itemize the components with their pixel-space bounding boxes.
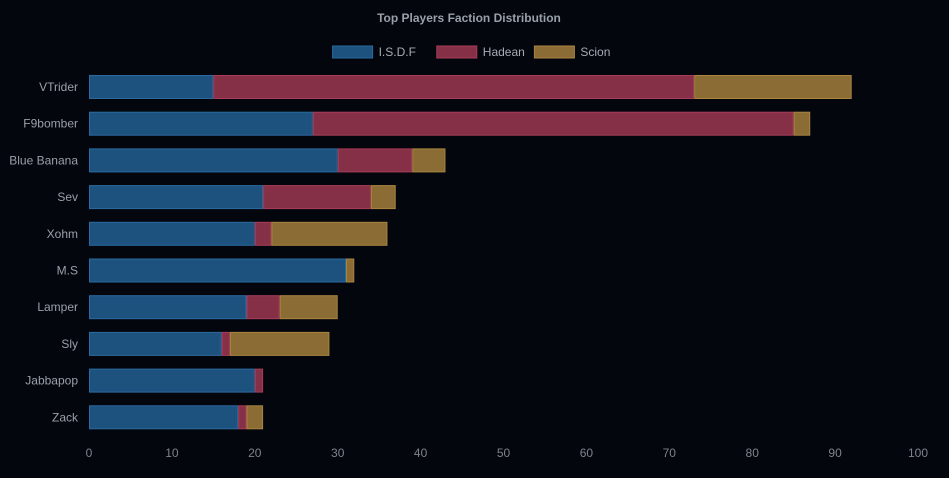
bar-m-s-scion[interactable] bbox=[345, 258, 355, 283]
category-label-zack: Zack bbox=[52, 410, 79, 424]
legend-label-i-s-d-f: I.S.D.F bbox=[379, 45, 416, 59]
category-label-vtrider: VTrider bbox=[39, 80, 78, 94]
category-label-jabbapop: Jabbapop bbox=[25, 374, 78, 388]
category-label-sly: Sly bbox=[61, 337, 78, 351]
bars-group bbox=[89, 75, 852, 430]
bar-sly-i-s-d-f[interactable] bbox=[89, 331, 222, 356]
bar-lamper-scion[interactable] bbox=[279, 295, 338, 320]
x-tick-label-30: 30 bbox=[331, 446, 345, 460]
legend-label-hadean: Hadean bbox=[483, 45, 525, 59]
x-axis-ticks: 0 10 20 30 40 50 60 70 80 90 100 bbox=[86, 446, 929, 460]
bar-f9bomber-hadean[interactable] bbox=[312, 111, 794, 136]
category-label-blue-banana: Blue Banana bbox=[9, 153, 78, 167]
category-label-sev: Sev bbox=[57, 190, 78, 204]
category-label-xohm: Xohm bbox=[47, 227, 78, 241]
bar-vtrider-i-s-d-f[interactable] bbox=[89, 75, 214, 99]
bar-vtrider-hadean[interactable] bbox=[213, 75, 695, 99]
bar-blue-banana-hadean[interactable] bbox=[337, 148, 413, 173]
bar-lamper-i-s-d-f[interactable] bbox=[89, 295, 247, 320]
legend-item-i-s-d-f[interactable]: I.S.D.F bbox=[332, 45, 416, 59]
x-tick-label-50: 50 bbox=[497, 446, 511, 460]
bar-blue-banana-scion[interactable] bbox=[412, 148, 446, 173]
legend-swatch-scion bbox=[533, 45, 575, 59]
legend-item-hadean[interactable]: Hadean bbox=[436, 45, 525, 59]
x-tick-label-10: 10 bbox=[165, 446, 179, 460]
category-label-f9bomber: F9bomber bbox=[23, 117, 78, 131]
bar-zack-i-s-d-f[interactable] bbox=[89, 405, 239, 430]
legend-swatch-i-s-d-f bbox=[332, 45, 374, 59]
bar-vtrider-scion[interactable] bbox=[694, 75, 852, 99]
x-tick-label-70: 70 bbox=[663, 446, 677, 460]
x-tick-label-100: 100 bbox=[908, 446, 928, 460]
bar-sly-hadean[interactable] bbox=[221, 331, 230, 356]
category-label-lamper: Lamper bbox=[37, 300, 78, 314]
legend-label-scion: Scion bbox=[580, 45, 610, 59]
bar-sev-scion[interactable] bbox=[370, 185, 396, 210]
bar-zack-hadean[interactable] bbox=[238, 405, 247, 430]
x-tick-label-60: 60 bbox=[580, 446, 594, 460]
bar-sev-hadean[interactable] bbox=[263, 185, 371, 210]
legend: I.S.D.F Hadean Scion bbox=[332, 45, 610, 59]
bar-f9bomber-scion[interactable] bbox=[793, 111, 811, 136]
x-tick-label-80: 80 bbox=[746, 446, 760, 460]
legend-swatch-hadean bbox=[436, 45, 478, 59]
x-tick-label-20: 20 bbox=[248, 446, 262, 460]
x-tick-label-40: 40 bbox=[414, 446, 428, 460]
bar-jabbapop-hadean[interactable] bbox=[254, 368, 264, 393]
bar-xohm-scion[interactable] bbox=[271, 221, 388, 246]
legend-item-scion[interactable]: Scion bbox=[533, 45, 610, 59]
bar-sev-i-s-d-f[interactable] bbox=[89, 185, 264, 210]
category-label-m-s: M.S bbox=[57, 264, 78, 278]
x-tick-label-0: 0 bbox=[86, 446, 93, 460]
x-tick-label-90: 90 bbox=[828, 446, 842, 460]
bar-blue-banana-i-s-d-f[interactable] bbox=[89, 148, 338, 173]
bar-xohm-hadean[interactable] bbox=[254, 221, 272, 246]
bar-m-s-i-s-d-f[interactable] bbox=[89, 258, 346, 283]
bar-zack-scion[interactable] bbox=[246, 405, 264, 430]
bar-jabbapop-i-s-d-f[interactable] bbox=[89, 368, 255, 393]
bar-lamper-hadean[interactable] bbox=[246, 295, 280, 320]
bar-xohm-i-s-d-f[interactable] bbox=[89, 221, 255, 246]
chart-title: Top Players Faction Distribution bbox=[377, 11, 561, 25]
category-labels: VTrider F9bomber Blue Banana Sev Xohm M.S Lamp… bbox=[9, 80, 79, 424]
bar-f9bomber-i-s-d-f[interactable] bbox=[89, 111, 313, 136]
bar-sly-scion[interactable] bbox=[229, 331, 330, 356]
